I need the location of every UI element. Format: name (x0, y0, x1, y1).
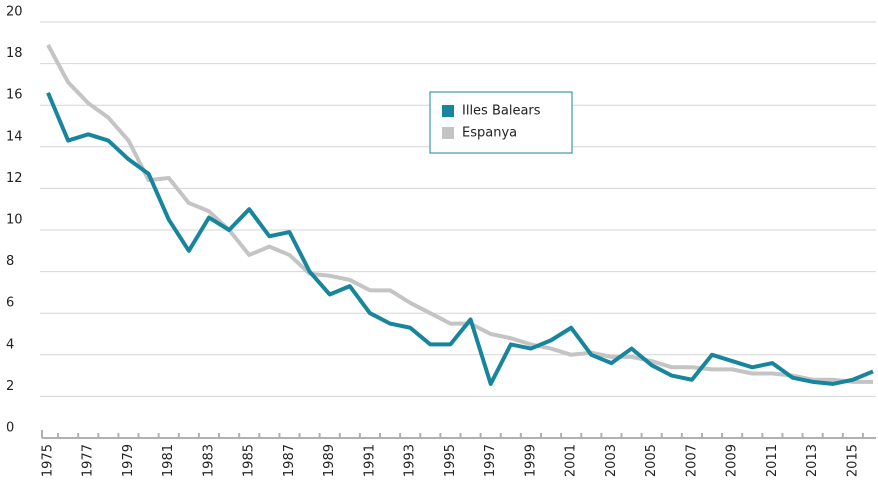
x-tick-label: 1985 (242, 444, 257, 477)
x-tick-label: 1997 (483, 444, 498, 477)
x-tick-label: 1975 (41, 444, 56, 477)
x-tick-label: 1995 (443, 444, 458, 477)
x-tick-label: 1977 (81, 444, 96, 477)
legend-label: Espanya (462, 126, 517, 141)
y-tick-label: 0 (6, 421, 14, 436)
series-line (46, 91, 874, 386)
legend-swatch (442, 127, 454, 139)
x-tick-label: 2001 (564, 444, 579, 477)
y-tick-label: 2 (6, 379, 14, 394)
x-tick-label: 2003 (604, 444, 619, 477)
legend-box (429, 91, 573, 154)
x-tick-label: 1983 (201, 444, 216, 477)
x-tick-label: 1999 (523, 444, 538, 477)
x-tick-label: 2011 (765, 444, 780, 477)
legend-label: Illes Balears (462, 104, 541, 119)
y-tick-label: 4 (6, 337, 14, 352)
x-tick-label: 2015 (845, 444, 860, 477)
y-tick-label: 6 (6, 296, 14, 311)
x-tick-label: 1981 (161, 444, 176, 477)
x-tick-label: 1989 (322, 444, 337, 477)
x-tick-label: 2009 (725, 444, 740, 477)
x-tick-label: 1979 (121, 444, 136, 477)
legend-swatch (442, 105, 454, 117)
x-tick-label: 2005 (644, 444, 659, 477)
y-tick-label: 10 (6, 213, 23, 228)
x-tick-label: 1993 (403, 444, 418, 477)
x-tick-label: 1991 (362, 444, 377, 477)
x-tick-label: 2013 (805, 444, 820, 477)
y-tick-label: 16 (6, 88, 23, 103)
y-tick-label: 14 (6, 129, 23, 144)
y-tick-label: 20 (6, 5, 23, 20)
y-tick-label: 18 (6, 46, 23, 61)
y-tick-label: 8 (6, 254, 14, 269)
y-tick-label: 12 (6, 171, 23, 186)
x-tick-label: 1987 (282, 444, 297, 477)
x-tick-label: 2007 (684, 444, 699, 477)
series-line (46, 43, 873, 384)
